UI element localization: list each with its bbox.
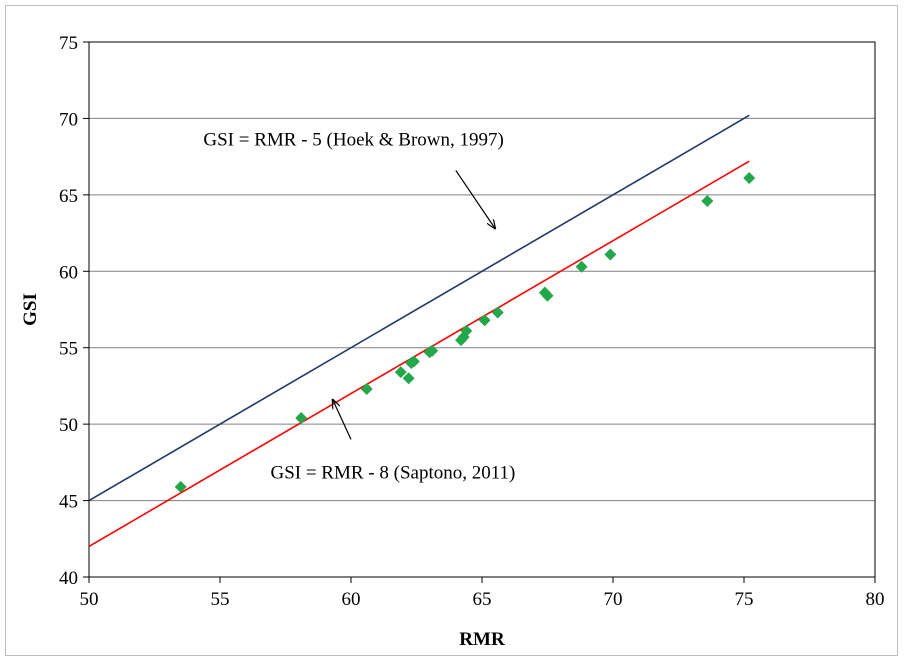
data-point [743, 172, 756, 185]
gridlines [89, 117, 875, 502]
data-point [295, 412, 308, 425]
trend-line [88, 160, 750, 548]
y-tick-label: 60 [59, 262, 78, 283]
x-tick-label: 65 [473, 589, 492, 610]
data-point [575, 260, 588, 273]
y-axis-title: GSI [20, 293, 41, 326]
data-point [491, 306, 504, 319]
chart-frame: GSI = RMR - 5 (Hoek & Brown, 1997) GSI = … [5, 5, 898, 656]
x-tick-label: 55 [211, 589, 230, 610]
x-tick-label: 75 [735, 589, 754, 610]
trend-line [88, 114, 750, 502]
y-tick-label: 65 [59, 186, 78, 207]
y-tick-label: 45 [59, 492, 78, 513]
y-tick-label: 70 [59, 109, 78, 130]
data-point [394, 366, 407, 379]
y-tick-label: 50 [59, 415, 78, 436]
data-point [174, 480, 187, 493]
data-point [426, 344, 439, 357]
data-point [701, 194, 714, 207]
scatter-chart: GSI = RMR - 5 (Hoek & Brown, 1997) GSI = … [20, 33, 885, 650]
data-point [407, 355, 420, 368]
annotation-arrow [455, 170, 495, 228]
annotation-label: GSI = RMR - 5 (Hoek & Brown, 1997) [203, 129, 503, 150]
x-tick-label: 70 [604, 589, 623, 610]
data-point [460, 324, 473, 337]
y-tick-label: 75 [59, 33, 78, 54]
x-axis-title: RMR [459, 629, 505, 650]
data-point [360, 382, 373, 395]
x-tick-label: 60 [342, 589, 361, 610]
data-points [174, 172, 756, 493]
data-point [402, 372, 415, 385]
trend-lines [88, 114, 750, 548]
annotation-label: GSI = RMR - 8 (Saptono, 2011) [270, 463, 515, 484]
annotation-arrow [333, 400, 352, 440]
data-point [604, 248, 617, 261]
data-point [541, 289, 554, 302]
annotations: GSI = RMR - 5 (Hoek & Brown, 1997) GSI = … [203, 129, 515, 483]
y-tick-label: 55 [59, 339, 78, 360]
x-tick-label: 80 [866, 589, 885, 610]
y-tick-label: 40 [59, 568, 78, 589]
data-point [478, 314, 491, 327]
tick-labels: 40 45 50 55 60 65 70 75 50 55 60 65 70 75 80 [59, 33, 885, 610]
plot-area-border [88, 41, 876, 578]
x-tick-label: 50 [80, 589, 99, 610]
